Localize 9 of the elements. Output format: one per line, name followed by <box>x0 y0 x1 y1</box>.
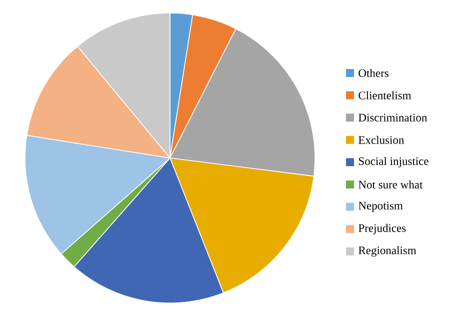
legend-label: Regionalism <box>358 246 416 257</box>
legend-label: Discrimination <box>358 114 428 122</box>
legend-label: Nepotism <box>358 202 403 212</box>
legend-label: Social injustice <box>358 156 428 168</box>
legend-label: Others <box>358 68 388 78</box>
legend-label: Not sure what <box>358 180 423 189</box>
legend-label: Prejudices <box>358 224 406 234</box>
legend-label: Exclusion <box>358 136 404 144</box>
legend-label: Clientelism <box>358 91 412 100</box>
